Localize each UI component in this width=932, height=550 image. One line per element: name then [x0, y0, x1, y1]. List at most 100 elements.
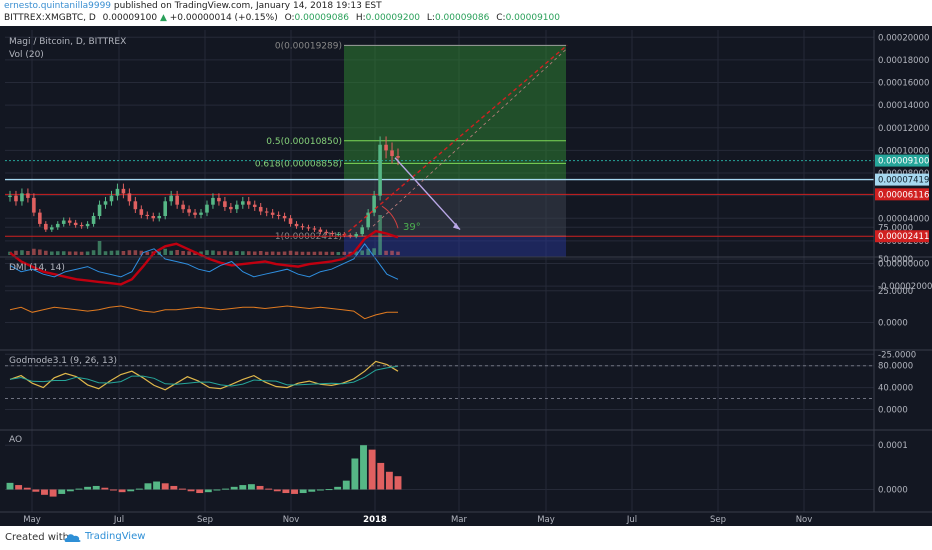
- candle-body: [121, 188, 126, 194]
- godmode-tick-label: 40.0000: [878, 384, 913, 394]
- ao-tick-label: 0.0000: [878, 486, 908, 496]
- candle-body: [157, 215, 162, 219]
- dmi-tick-label: 25.0000: [878, 287, 913, 297]
- ao-bar: [92, 485, 100, 490]
- volume-bar: [384, 250, 388, 255]
- trend-line: [372, 48, 568, 227]
- time-tick-label: Sep: [197, 515, 213, 525]
- godmode-title: Godmode3.1 (9, 26, 13): [9, 356, 117, 366]
- price-axis[interactable]: 0.00020000 0.00018000 0.00016000 0.00014000…: [875, 33, 932, 496]
- volume-bar: [127, 250, 132, 255]
- price-tick-label: 0.00016000: [878, 79, 929, 89]
- candle-body: [330, 232, 335, 235]
- loss-zone: [344, 236, 566, 257]
- volume-bar: [354, 251, 359, 255]
- candle-body: [217, 197, 221, 202]
- volume-bar: [396, 251, 400, 255]
- candle-body: [61, 220, 66, 224]
- volume-bar: [258, 251, 263, 255]
- candle-body: [175, 195, 179, 205]
- volume-bar: [44, 250, 48, 255]
- candle-body: [378, 144, 382, 196]
- time-axis[interactable]: May Jul Sep Nov 2018 Mar May Jul Sep Nov: [23, 515, 812, 525]
- author-line: ernesto.quintanilla9999 published on Tra…: [4, 1, 382, 11]
- candle-body: [312, 228, 317, 230]
- candle-body: [390, 150, 394, 157]
- ao-tick-label: 0.0001: [878, 441, 908, 451]
- price-badge: [875, 230, 929, 243]
- high-value: 0.00009200: [365, 13, 421, 23]
- price-badge: [875, 154, 929, 167]
- volume-bar: [342, 251, 347, 255]
- time-tick-label: 2018: [363, 515, 387, 525]
- chart-canvas[interactable]: 0(0.00019289) 0.5(0.00010850) 0.618(0.0000…: [0, 26, 932, 526]
- time-tick-label: May: [537, 515, 555, 525]
- ao-bar: [247, 484, 255, 490]
- price-badge-label: 0.00009100: [878, 157, 929, 167]
- volume-bar: [372, 248, 376, 255]
- volume-bar: [26, 251, 30, 255]
- candle-body: [336, 234, 341, 236]
- plus-di-line: [9, 242, 399, 280]
- ao-bar: [144, 483, 152, 490]
- time-tick-label: Nov: [796, 515, 813, 525]
- author-name[interactable]: ernesto.quintanilla9999: [4, 1, 112, 11]
- ao-bar: [360, 445, 367, 490]
- volume-bar: [306, 251, 311, 255]
- change-up-icon: ▲: [159, 13, 167, 23]
- volume-bar: [235, 251, 239, 255]
- ao-bar: [6, 482, 14, 490]
- candle-body: [181, 204, 185, 210]
- ao-bar: [49, 489, 57, 497]
- candle-body: [246, 201, 251, 205]
- candle-body: [79, 225, 84, 227]
- close-label: C:: [496, 13, 506, 23]
- godmode-lines: [5, 360, 874, 400]
- volume-bar: [360, 250, 364, 255]
- ao-bar: [394, 476, 402, 490]
- volume-bar: [121, 251, 126, 255]
- price-tick-label: 0.00014000: [878, 101, 929, 111]
- dmi-tick-label: 50.0000: [878, 255, 913, 265]
- volume-bar: [205, 250, 209, 255]
- high-label: H:: [355, 13, 366, 23]
- volume-bar: [139, 250, 144, 255]
- tradingview-logo-icon: [64, 534, 81, 542]
- price-tick-label: 0.00018000: [878, 56, 929, 66]
- candle-body: [103, 201, 108, 205]
- fib-level-label: 0.618(0.00008858): [255, 159, 342, 169]
- profit-zone: [344, 45, 566, 180]
- low-label: L:: [426, 13, 435, 23]
- ao-bar: [75, 488, 83, 490]
- ao-bar: [15, 485, 23, 490]
- volume-bar: [187, 251, 191, 255]
- footer: Created with TradingView: [0, 526, 932, 550]
- volume-bar: [61, 251, 66, 255]
- candle-body: [169, 195, 173, 202]
- volume-bar: [241, 251, 245, 255]
- open-value: 0.00009086: [294, 13, 349, 23]
- volume-bar: [109, 250, 114, 255]
- close-value: 0.00009100: [505, 13, 560, 23]
- volume-bar: [390, 250, 394, 255]
- price-tick-label: 0.00004000: [878, 214, 929, 224]
- ao-bar: [222, 488, 230, 490]
- candle-body: [49, 227, 54, 230]
- ao-bar: [23, 487, 31, 490]
- tradingview-brand[interactable]: TradingView: [85, 531, 146, 542]
- candle-body: [205, 204, 209, 213]
- godmode-line: [9, 360, 399, 391]
- price-tick-label: 0.00010000: [878, 146, 929, 156]
- ao-bar: [282, 489, 290, 494]
- candle-body: [73, 222, 78, 226]
- candle-body: [270, 212, 275, 215]
- price-change: +0.00000014 (+0.15%): [169, 13, 278, 23]
- volume-bar: [199, 251, 203, 255]
- published-info: published on TradingView.com, January 14…: [113, 1, 382, 11]
- ao-bar: [239, 485, 247, 490]
- ao-bar: [170, 485, 178, 490]
- ao-bar: [342, 480, 350, 490]
- candle-body: [67, 220, 72, 223]
- ao-bar: [273, 489, 281, 492]
- candle-body: [282, 215, 287, 219]
